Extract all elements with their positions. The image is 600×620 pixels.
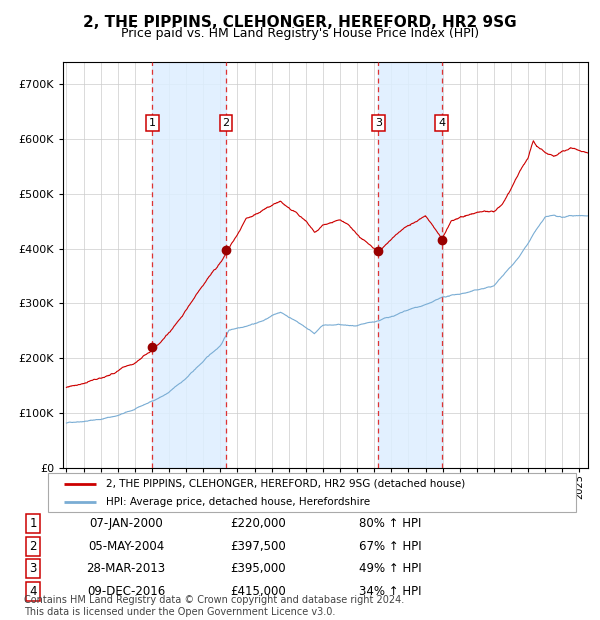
Text: 28-MAR-2013: 28-MAR-2013 — [86, 562, 166, 575]
Text: 1: 1 — [149, 118, 156, 128]
Text: 3: 3 — [29, 562, 37, 575]
Text: 2, THE PIPPINS, CLEHONGER, HEREFORD, HR2 9SG (detached house): 2, THE PIPPINS, CLEHONGER, HEREFORD, HR2… — [106, 479, 466, 489]
Text: £395,000: £395,000 — [230, 562, 286, 575]
Text: 34% ↑ HPI: 34% ↑ HPI — [359, 585, 421, 598]
Text: 3: 3 — [375, 118, 382, 128]
Bar — [379, 62, 442, 468]
Text: Price paid vs. HM Land Registry's House Price Index (HPI): Price paid vs. HM Land Registry's House … — [121, 27, 479, 40]
FancyBboxPatch shape — [48, 473, 576, 511]
Text: £415,000: £415,000 — [230, 585, 286, 598]
Text: £397,500: £397,500 — [230, 540, 286, 553]
Text: 80% ↑ HPI: 80% ↑ HPI — [359, 517, 421, 530]
Text: 49% ↑ HPI: 49% ↑ HPI — [359, 562, 421, 575]
Text: 2: 2 — [29, 540, 37, 553]
Text: 09-DEC-2016: 09-DEC-2016 — [87, 585, 165, 598]
Text: 67% ↑ HPI: 67% ↑ HPI — [359, 540, 421, 553]
Text: £220,000: £220,000 — [230, 517, 286, 530]
Text: Contains HM Land Registry data © Crown copyright and database right 2024.
This d: Contains HM Land Registry data © Crown c… — [24, 595, 404, 617]
Text: HPI: Average price, detached house, Herefordshire: HPI: Average price, detached house, Here… — [106, 497, 370, 507]
Text: 2: 2 — [223, 118, 230, 128]
Text: 2, THE PIPPINS, CLEHONGER, HEREFORD, HR2 9SG: 2, THE PIPPINS, CLEHONGER, HEREFORD, HR2… — [83, 15, 517, 30]
Text: 07-JAN-2000: 07-JAN-2000 — [89, 517, 163, 530]
Bar — [152, 62, 226, 468]
Text: 05-MAY-2004: 05-MAY-2004 — [88, 540, 164, 553]
Text: 1: 1 — [29, 517, 37, 530]
Text: 4: 4 — [29, 585, 37, 598]
Text: 4: 4 — [438, 118, 445, 128]
